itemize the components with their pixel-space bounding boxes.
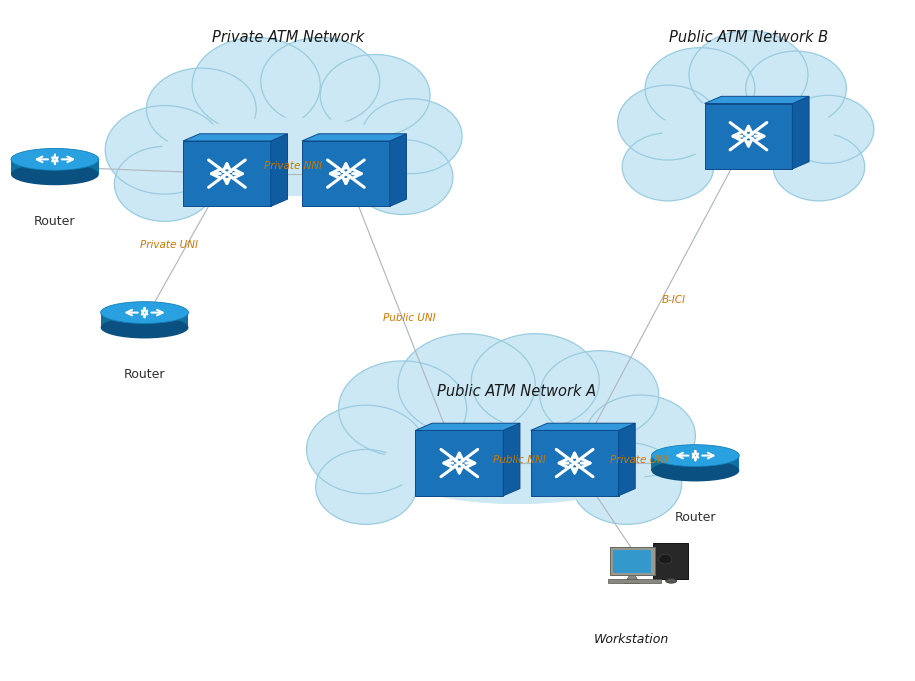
Polygon shape: [531, 423, 635, 430]
Polygon shape: [531, 430, 619, 496]
Circle shape: [320, 54, 430, 136]
Circle shape: [352, 140, 453, 215]
Polygon shape: [608, 579, 662, 583]
Text: Public ATM Network B: Public ATM Network B: [669, 30, 828, 45]
Circle shape: [192, 37, 320, 133]
Ellipse shape: [651, 460, 739, 481]
Polygon shape: [792, 96, 809, 169]
Polygon shape: [302, 141, 390, 206]
Text: B-ICI: B-ICI: [662, 295, 685, 304]
Ellipse shape: [665, 579, 677, 583]
Text: Router: Router: [674, 511, 716, 524]
Polygon shape: [415, 430, 503, 496]
Polygon shape: [705, 96, 809, 104]
Ellipse shape: [101, 317, 188, 338]
Text: Workstation: Workstation: [594, 633, 669, 646]
Ellipse shape: [101, 302, 188, 323]
Circle shape: [622, 133, 714, 201]
Polygon shape: [101, 313, 188, 328]
Ellipse shape: [158, 117, 419, 196]
Ellipse shape: [659, 554, 672, 564]
Circle shape: [782, 95, 874, 163]
Ellipse shape: [662, 99, 835, 160]
Ellipse shape: [382, 422, 651, 504]
Polygon shape: [183, 141, 271, 206]
Ellipse shape: [11, 148, 99, 170]
Polygon shape: [390, 133, 406, 206]
Circle shape: [540, 351, 659, 439]
Circle shape: [261, 37, 380, 126]
Ellipse shape: [651, 445, 739, 466]
Polygon shape: [11, 159, 99, 174]
Text: Private UNI: Private UNI: [140, 240, 199, 250]
Circle shape: [689, 31, 808, 119]
Text: Public ATM Network A: Public ATM Network A: [437, 384, 597, 399]
Circle shape: [618, 85, 718, 160]
Polygon shape: [705, 104, 792, 169]
Polygon shape: [626, 575, 639, 581]
Circle shape: [316, 449, 416, 524]
Circle shape: [773, 133, 865, 201]
Circle shape: [398, 334, 535, 436]
Circle shape: [361, 99, 462, 174]
Polygon shape: [622, 581, 642, 583]
Polygon shape: [271, 133, 287, 206]
Ellipse shape: [158, 117, 419, 196]
Polygon shape: [183, 133, 287, 141]
Circle shape: [572, 443, 682, 524]
Ellipse shape: [11, 163, 99, 185]
Text: Private UNI: Private UNI: [609, 455, 668, 464]
Ellipse shape: [382, 422, 651, 504]
Ellipse shape: [662, 99, 835, 160]
Polygon shape: [302, 133, 406, 141]
Polygon shape: [613, 550, 651, 573]
Circle shape: [471, 334, 599, 429]
Polygon shape: [609, 547, 655, 575]
Circle shape: [645, 48, 755, 129]
Polygon shape: [415, 423, 520, 430]
Text: Private NNI: Private NNI: [264, 161, 322, 171]
Circle shape: [586, 395, 695, 477]
Text: Public NNI: Public NNI: [493, 455, 546, 464]
Polygon shape: [653, 543, 688, 579]
Circle shape: [339, 361, 467, 456]
Polygon shape: [651, 456, 739, 471]
Circle shape: [746, 51, 846, 126]
Text: Router: Router: [34, 215, 76, 227]
Text: Private ATM Network: Private ATM Network: [212, 30, 364, 45]
Polygon shape: [503, 423, 520, 496]
Circle shape: [105, 106, 224, 194]
Circle shape: [146, 68, 256, 150]
Text: Router: Router: [124, 368, 166, 381]
Circle shape: [114, 146, 215, 221]
Polygon shape: [619, 423, 635, 496]
Text: Public UNI: Public UNI: [382, 313, 436, 323]
Circle shape: [307, 405, 425, 494]
